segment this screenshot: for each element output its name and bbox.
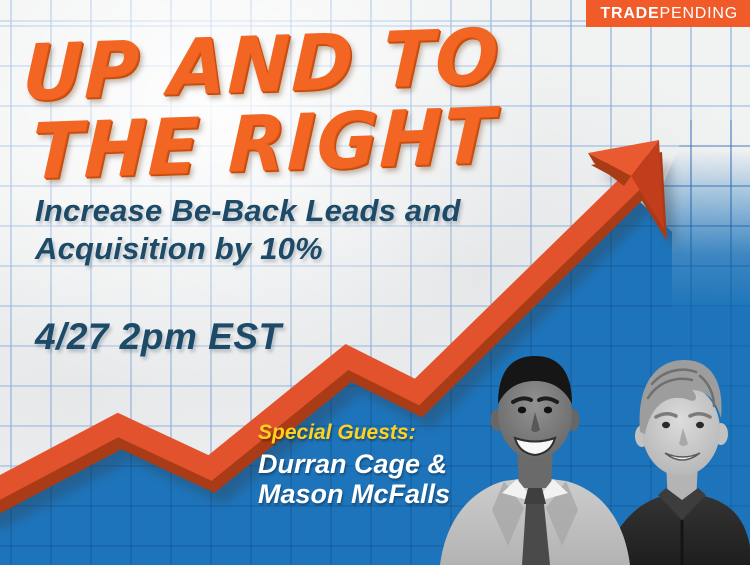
headline: UP AND TO THE RIGHT xyxy=(18,12,663,197)
special-guests-block: Special Guests: Durran Cage & Mason McFa… xyxy=(258,420,450,509)
logo-trade: TRADE xyxy=(600,5,660,22)
special-guests-label: Special Guests: xyxy=(258,421,416,444)
logo-pending: PENDING xyxy=(659,5,738,22)
tradepending-logo: TRADE PENDING xyxy=(586,0,750,27)
subtitle: Increase Be-Back Leads and Acquisition b… xyxy=(35,192,461,268)
subtitle-line2: Acquisition by 10% xyxy=(35,231,323,266)
guest-name-1: Durran Cage & xyxy=(258,449,448,479)
guest-name-2: Mason McFalls xyxy=(258,479,451,509)
subtitle-line1: Increase Be-Back Leads and xyxy=(35,193,461,228)
event-datetime: 4/27 2pm EST xyxy=(35,316,282,357)
